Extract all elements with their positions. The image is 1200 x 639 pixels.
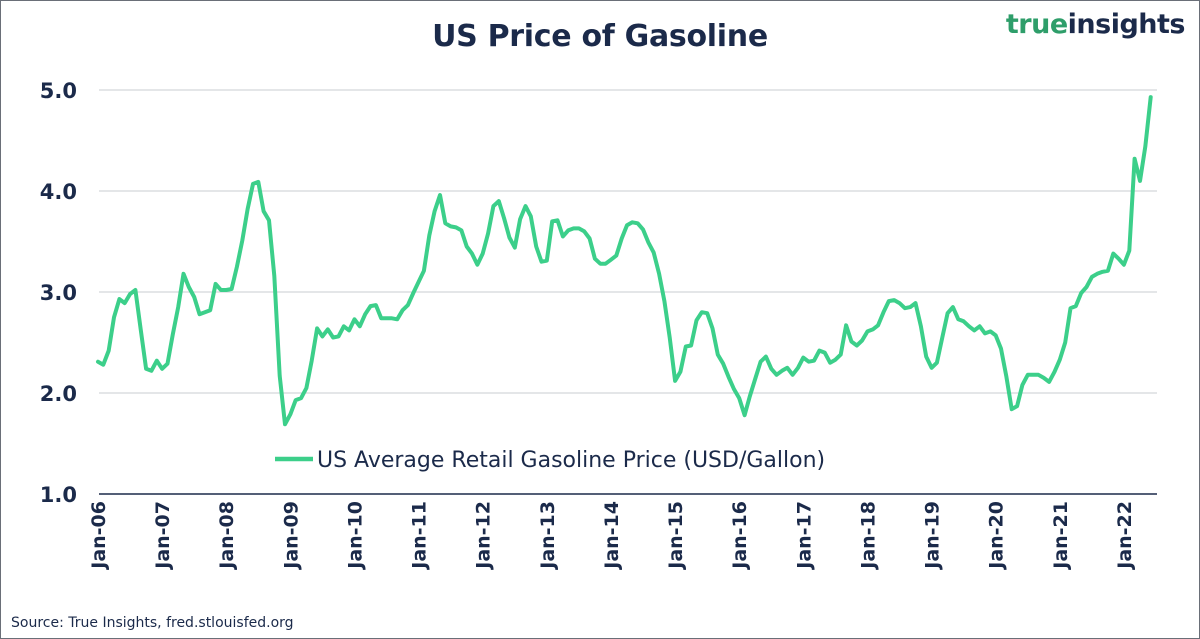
x-tick-label: Jan-13 xyxy=(537,501,559,571)
legend-label: US Average Retail Gasoline Price (USD/Ga… xyxy=(317,448,825,473)
x-axis-tick-labels: Jan-06 Jan-07 Jan-08 Jan-09 Jan-10 Jan-11 Jan-… xyxy=(88,501,1136,571)
x-tick-label: Jan-07 xyxy=(152,501,174,571)
y-tick-label: 4.0 xyxy=(40,180,77,204)
x-tick-label: Jan-09 xyxy=(280,501,302,571)
y-tick-label: 5.0 xyxy=(40,79,77,103)
x-tick-label: Jan-21 xyxy=(1050,501,1072,571)
legend: US Average Retail Gasoline Price (USD/Ga… xyxy=(275,448,825,473)
x-tick-label: Jan-06 xyxy=(88,501,110,571)
x-tick-label: Jan-10 xyxy=(344,501,366,571)
x-tick-label: Jan-11 xyxy=(409,501,431,571)
x-tick-label: Jan-08 xyxy=(216,501,238,571)
x-tick-label: Jan-17 xyxy=(793,501,815,571)
x-tick-label: Jan-16 xyxy=(729,501,751,571)
logo-word-true: true xyxy=(1005,9,1068,40)
x-tick-label: Jan-22 xyxy=(1114,501,1136,571)
gridlines xyxy=(99,89,1157,495)
source-note: Source: True Insights, fred.stlouisfed.o… xyxy=(11,615,294,631)
y-axis-tick-labels: 1.0 2.0 3.0 4.0 5.0 xyxy=(40,79,77,507)
x-tick-label: Jan-18 xyxy=(857,501,879,571)
y-tick-label: 3.0 xyxy=(40,281,77,305)
true-insights-logo: trueinsights xyxy=(1005,9,1186,40)
logo-word-insights: insights xyxy=(1067,9,1186,40)
x-tick-label: Jan-19 xyxy=(922,501,944,571)
x-tick-label: Jan-20 xyxy=(986,501,1008,571)
chart-title: US Price of Gasoline xyxy=(432,19,768,54)
y-tick-label: 2.0 xyxy=(40,382,77,406)
x-tick-label: Jan-12 xyxy=(473,501,495,571)
y-tick-label: 1.0 xyxy=(40,483,77,507)
series-line xyxy=(96,95,1153,427)
x-tick-label: Jan-14 xyxy=(601,501,623,571)
series-layer xyxy=(96,95,1153,427)
x-tick-label: Jan-15 xyxy=(665,501,687,571)
